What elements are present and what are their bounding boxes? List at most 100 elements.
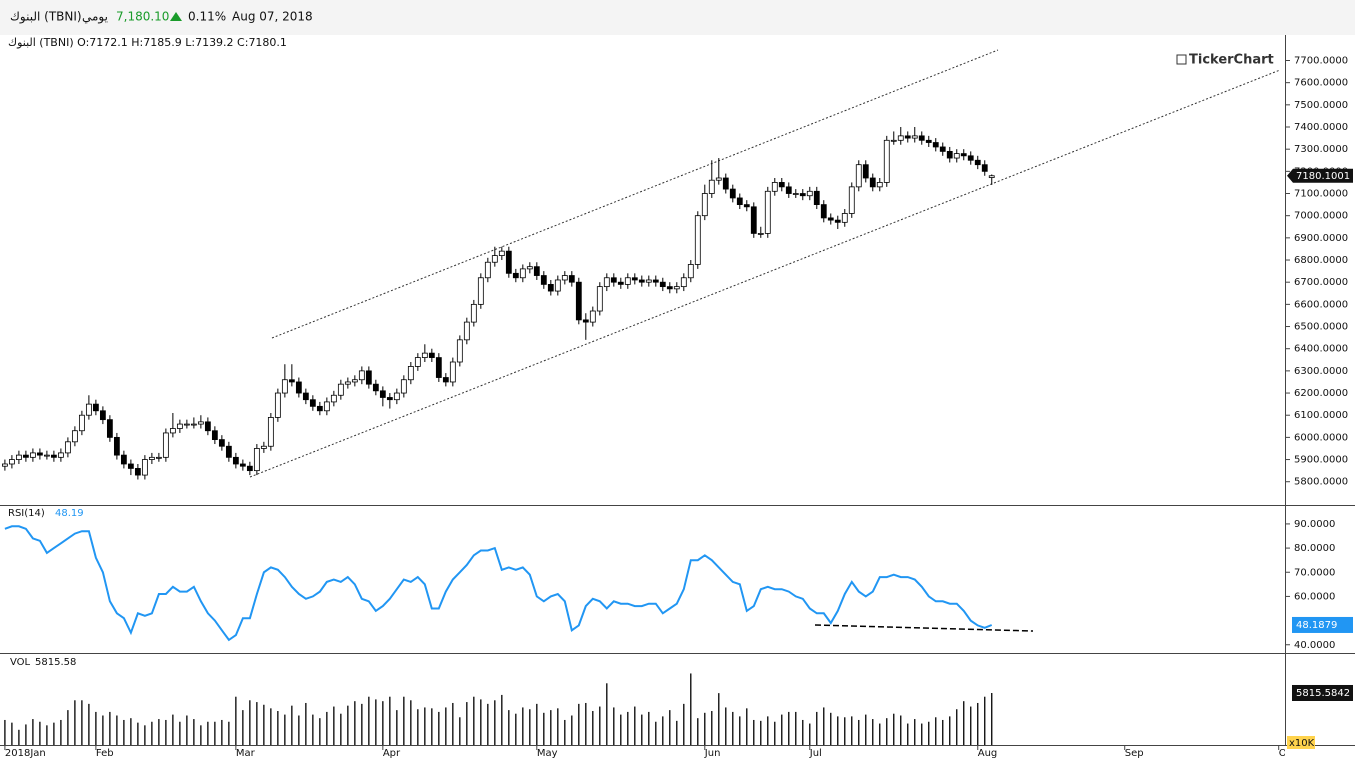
candle-body: [379, 390, 386, 398]
candle-body: [337, 383, 344, 396]
y-tick-label: 6600.0000: [1294, 299, 1348, 310]
candle-body: [281, 379, 288, 394]
candle-body: [596, 286, 603, 312]
candle-body: [253, 448, 260, 472]
candle-body: [15, 454, 22, 460]
candle-body: [225, 445, 232, 458]
rsi-value-label: 48.1879: [1296, 620, 1337, 631]
candle-body: [148, 456, 155, 460]
candle-body: [568, 275, 575, 283]
candle-body: [554, 279, 561, 292]
candle-body: [57, 452, 64, 458]
vol-value-box: [1292, 684, 1353, 701]
unit-box: [1287, 736, 1315, 749]
y-tick-label: 6100.0000: [1294, 410, 1348, 421]
candle-body: [533, 266, 540, 276]
vol-value: 5815.58: [35, 657, 76, 668]
y-tick-label: 6200.0000: [1294, 388, 1348, 399]
candle-body: [407, 366, 414, 381]
candle-body: [617, 281, 624, 285]
candle-body: [29, 452, 36, 458]
candle-body: [666, 286, 673, 290]
candle-body: [113, 436, 120, 456]
candle-body: [442, 377, 449, 383]
candle-body: [470, 303, 477, 323]
candle-body: [106, 419, 113, 438]
candle-body: [302, 392, 309, 401]
candle-body: [421, 352, 428, 358]
candle-body: [792, 193, 799, 195]
candle-body: [414, 357, 421, 367]
candle-body: [862, 164, 869, 179]
candle-body: [603, 277, 610, 288]
candle-body: [141, 459, 148, 476]
candle-body: [463, 321, 470, 341]
candle-body: [526, 266, 533, 270]
last-price-label: 7180.1001: [1296, 171, 1350, 182]
candle-body: [190, 423, 197, 426]
candle-body: [295, 381, 302, 394]
candle-body: [764, 190, 771, 234]
up-arrow: [170, 12, 182, 21]
candle-body: [834, 219, 841, 223]
candle-body: [624, 277, 631, 285]
candle-body: [701, 193, 708, 217]
candle-body: [575, 281, 582, 321]
y-tick-label: 5900.0000: [1294, 455, 1348, 466]
candle-body: [358, 370, 365, 381]
candle-body: [918, 135, 925, 141]
x-tick-label: Oct: [1279, 748, 1296, 759]
candle-body: [50, 454, 57, 458]
trend-line: [271, 49, 999, 339]
header-bar: [0, 0, 1355, 35]
candle-body: [134, 468, 141, 476]
candle-body: [645, 279, 652, 283]
candle-body: [561, 275, 568, 281]
candle-body: [729, 188, 736, 199]
candle-body: [85, 403, 92, 416]
candle-body: [365, 370, 372, 385]
candle-body: [8, 459, 15, 465]
x-tick-label: Jul: [809, 748, 822, 759]
candle-body: [71, 430, 78, 443]
last-price: 7,180.10: [116, 10, 169, 24]
candle-body: [757, 233, 764, 235]
candle-body: [211, 430, 218, 440]
candle-body: [925, 139, 932, 143]
candle-body: [743, 204, 750, 208]
candle-body: [505, 250, 512, 274]
candle-body: [344, 381, 351, 385]
y-tick-label: 70.0000: [1294, 567, 1335, 578]
candle-body: [92, 403, 99, 412]
candle-body: [36, 452, 43, 456]
y-tick-label: 5800.0000: [1294, 477, 1348, 488]
x-tick-label: Feb: [96, 748, 114, 759]
candle-body: [64, 441, 71, 454]
candle-body: [778, 182, 785, 188]
change: 0.11%: [188, 10, 226, 24]
candle-body: [1, 463, 8, 467]
candle-body: [267, 417, 274, 447]
candle-body: [904, 135, 911, 139]
candle-body: [162, 432, 169, 458]
y-tick-label: 90.0000: [1294, 519, 1335, 530]
candle-body: [715, 177, 722, 181]
candle-body: [197, 421, 204, 425]
candle-body: [785, 186, 792, 194]
y-tick-label: 80.0000: [1294, 543, 1335, 554]
candle-body: [806, 190, 813, 197]
candle-body: [351, 379, 358, 383]
candle-body: [477, 277, 484, 305]
candle-body: [372, 383, 379, 392]
candle-body: [540, 275, 547, 285]
candle-body: [869, 177, 876, 188]
trend-line: [249, 69, 1281, 478]
rsi-line: [4, 525, 993, 642]
candle-body: [694, 215, 701, 265]
candle-body: [988, 175, 995, 178]
unit-label: x10K: [1289, 738, 1315, 749]
candle-body: [750, 206, 757, 234]
candle-body: [218, 439, 225, 447]
candle-body: [176, 423, 183, 429]
